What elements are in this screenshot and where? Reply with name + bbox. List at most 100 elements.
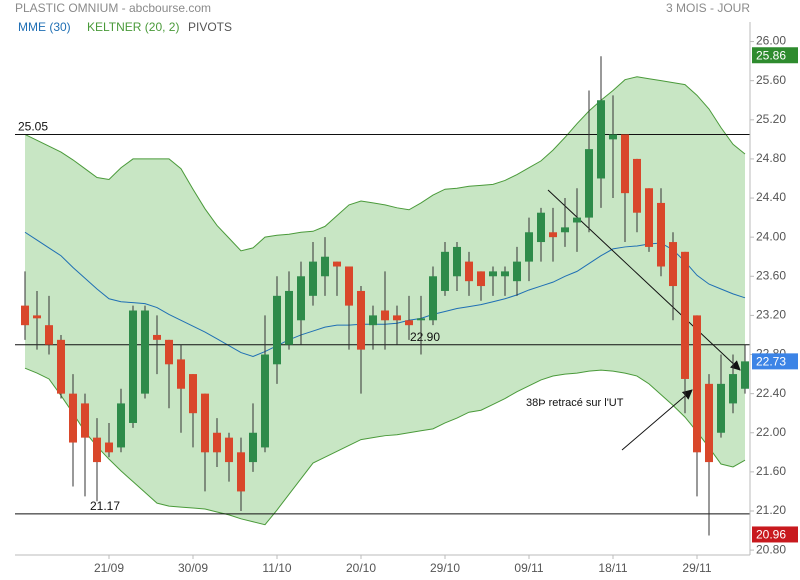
candle-body — [693, 315, 701, 453]
candle-body — [129, 310, 137, 423]
x-tick-label: 09/11 — [514, 561, 543, 575]
candle-body — [489, 271, 497, 277]
annotation: 38Þ retracé sur l'UT — [526, 397, 624, 409]
x-tick-label: 29/11 — [682, 561, 711, 575]
price-tag-label: 20.96 — [756, 528, 786, 542]
candle-body — [309, 261, 317, 296]
candle-body — [477, 271, 485, 287]
keltner-upper — [24, 76, 746, 252]
candle-body — [117, 403, 125, 448]
price-tag-label: 25.86 — [756, 48, 786, 62]
candle-body — [273, 295, 281, 365]
candle-body — [69, 393, 77, 443]
candle-body — [405, 320, 413, 326]
candle-body — [561, 227, 569, 233]
candle-body — [261, 354, 269, 448]
chart-title: PLASTIC OMNIUM - abcbourse.com — [15, 1, 211, 15]
candle-body — [81, 403, 89, 438]
y-tick-label: 24.40 — [756, 190, 786, 204]
candle-body — [45, 325, 53, 345]
candle-body — [597, 100, 605, 179]
candle-body — [525, 232, 533, 262]
candle-body — [249, 432, 257, 463]
pivot-label: 25.05 — [18, 120, 48, 134]
price-tag — [752, 526, 798, 543]
candle-body — [717, 383, 725, 433]
candle-body — [453, 246, 461, 277]
candle-body — [441, 251, 449, 291]
candle-body — [153, 334, 161, 340]
x-tick-label: 18/11 — [598, 561, 627, 575]
candle-body — [549, 232, 557, 238]
candle-body — [669, 242, 677, 287]
y-tick-label: 25.20 — [756, 112, 786, 126]
candle-body — [321, 256, 329, 277]
candle-body — [141, 310, 149, 394]
candle-body — [21, 305, 29, 326]
y-tick-label: 26.00 — [756, 34, 786, 48]
candle-body — [573, 217, 581, 223]
legend-mme: MME (30) — [18, 20, 71, 34]
x-tick-label: 21/09 — [94, 561, 124, 575]
candle-body — [393, 315, 401, 321]
price-tag — [752, 47, 798, 64]
price-tag-label: 22.73 — [756, 355, 786, 369]
candle-body — [621, 134, 629, 194]
candle-body — [297, 276, 305, 321]
candle-body — [741, 361, 749, 389]
candle-body — [333, 261, 341, 267]
candle-body — [585, 149, 593, 218]
candle-body — [93, 437, 101, 463]
candle-body — [645, 188, 653, 247]
y-tick-label: 24.00 — [756, 229, 786, 243]
chart-subtitle: 3 MOIS - JOUR — [666, 1, 750, 15]
candle-body — [705, 383, 713, 463]
candle-body — [213, 432, 221, 453]
y-tick-label: 21.60 — [756, 464, 786, 478]
candle-body — [633, 158, 641, 213]
y-tick-label: 22.00 — [756, 425, 786, 439]
candle-body — [417, 318, 425, 321]
x-tick-label: 29/10 — [430, 561, 460, 575]
y-tick-label: 25.60 — [756, 73, 786, 87]
y-tick-label: 24.80 — [756, 151, 786, 165]
candle-body — [657, 202, 665, 267]
y-tick-label: 22.40 — [756, 386, 786, 400]
candle-body — [537, 212, 545, 243]
x-tick-label: 20/10 — [346, 561, 376, 575]
candle-body — [429, 276, 437, 321]
pivot-label: 22.90 — [410, 330, 440, 344]
candle-body — [345, 266, 353, 306]
candle-body — [381, 310, 389, 321]
legend-keltner: KELTNER (20, 2) — [87, 20, 179, 34]
candle-body — [105, 442, 113, 453]
y-tick-label: 23.20 — [756, 308, 786, 322]
x-tick-label: 11/10 — [262, 561, 291, 575]
candle-body — [465, 261, 473, 282]
candle-body — [57, 339, 65, 394]
candle-body — [237, 452, 245, 492]
keltner-lower — [24, 367, 746, 526]
candle-body — [225, 437, 233, 463]
candle-body — [357, 290, 365, 350]
legend-pivots: PIVOTS — [188, 20, 232, 34]
annotation-arrow — [621, 389, 693, 451]
candle-body — [285, 290, 293, 345]
price-tag — [752, 353, 798, 370]
candle-body — [177, 359, 185, 389]
candle-body — [33, 315, 41, 319]
candle-body — [201, 393, 209, 453]
x-tick-label: 30/09 — [178, 561, 208, 575]
candle-body — [513, 261, 521, 282]
y-tick-label: 20.80 — [756, 542, 786, 556]
y-tick-label: 23.60 — [756, 268, 786, 282]
y-tick-label: 21.20 — [756, 503, 786, 517]
pivot-label: 21.17 — [90, 499, 120, 513]
candle-body — [729, 374, 737, 404]
candle-body — [189, 374, 197, 414]
candle-body — [609, 134, 617, 140]
candle-body — [165, 339, 173, 365]
candle-body — [501, 271, 509, 277]
candle-body — [369, 315, 377, 326]
